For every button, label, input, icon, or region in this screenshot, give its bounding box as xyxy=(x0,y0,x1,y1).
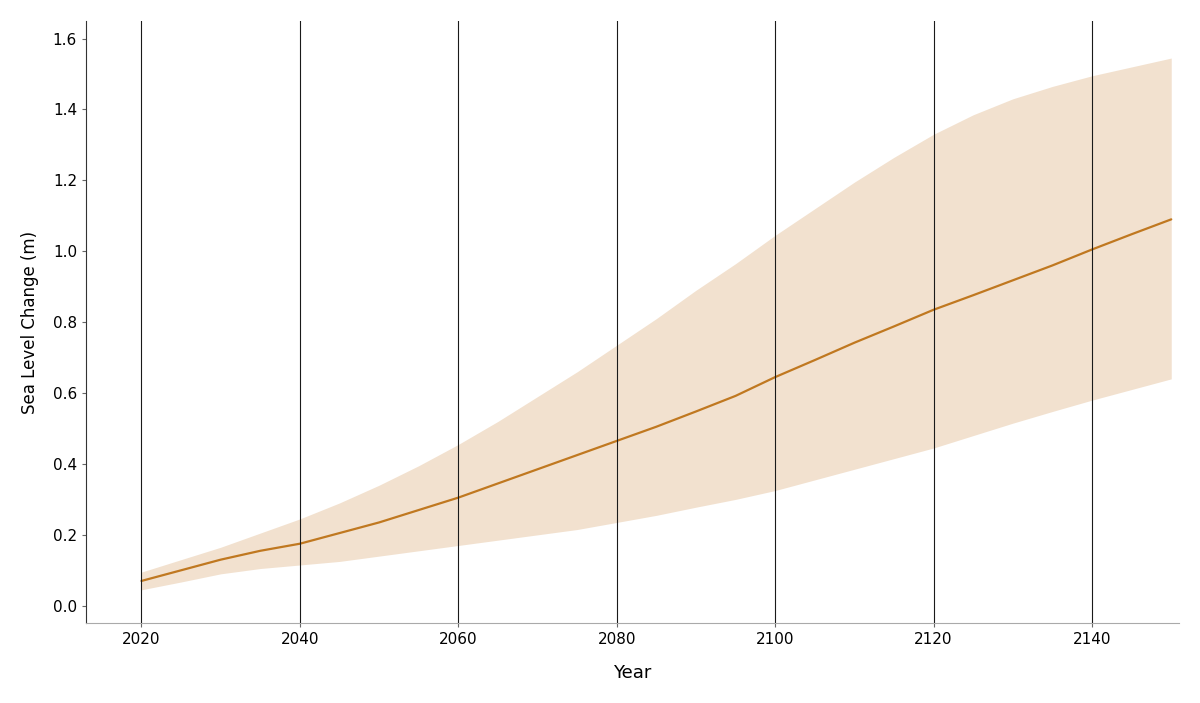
X-axis label: Year: Year xyxy=(613,664,652,682)
Y-axis label: Sea Level Change (m): Sea Level Change (m) xyxy=(20,231,38,413)
